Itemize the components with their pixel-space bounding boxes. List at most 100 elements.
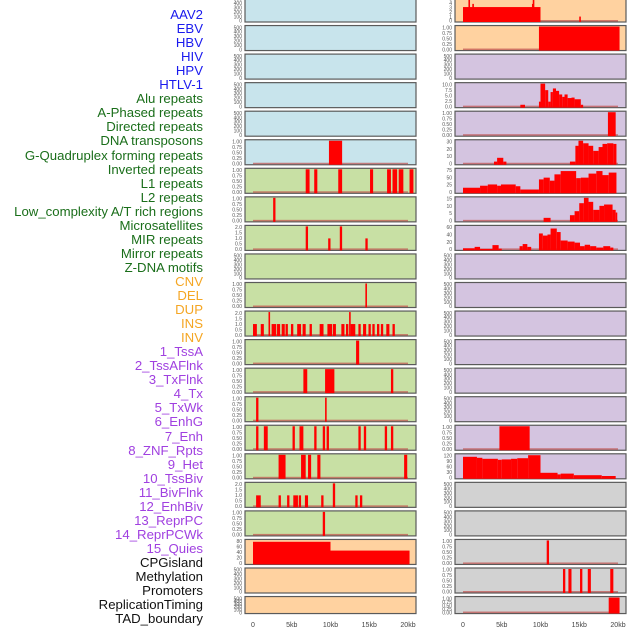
data-bar <box>520 189 539 194</box>
y-tick-label: 0.25 <box>442 556 452 562</box>
y-tick-label: 500 <box>444 511 453 517</box>
track-label: Promoters <box>142 583 203 599</box>
track-label: DEL <box>177 288 203 303</box>
track-panel <box>244 0 417 23</box>
y-tick-label: 0 <box>239 76 242 82</box>
y-tick-label: 300 <box>234 577 243 583</box>
data-bar <box>538 233 543 251</box>
data-bar <box>520 104 525 108</box>
y-tick-label: 200 <box>444 524 453 530</box>
track-label: Z-DNA motifs <box>124 259 203 275</box>
data-bar <box>494 161 498 165</box>
data-bar <box>607 112 616 137</box>
y-tick-label: 0.0 <box>445 104 452 110</box>
y-tick-label: 7.5 <box>445 88 452 94</box>
data-bar <box>588 173 597 194</box>
y-tick-label: 400 <box>444 344 453 350</box>
y-tick-label: 200 <box>234 96 243 102</box>
y-tick-label: 0.75 <box>232 516 242 522</box>
data-bar <box>356 340 360 365</box>
track-panel <box>454 481 627 508</box>
track-panel <box>454 595 627 615</box>
y-tick-label: 0.75 <box>232 174 242 180</box>
data-bar <box>278 495 281 508</box>
data-bar <box>517 458 529 479</box>
y-tick-label: 0.50 <box>232 522 242 528</box>
data-bar <box>546 540 550 565</box>
data-bar <box>372 324 375 337</box>
track-label: 11_BivFlnk <box>138 484 203 500</box>
track-label: INS <box>181 316 203 332</box>
data-bar <box>610 569 614 593</box>
data-bar <box>358 324 361 337</box>
y-tick-label: 400 <box>444 486 453 492</box>
y-tick-label: 0.00 <box>232 533 242 539</box>
y-tick-label: 0.00 <box>232 476 242 482</box>
data-bar <box>284 541 331 565</box>
y-tick-label: 0.00 <box>442 610 452 616</box>
y-tick-label: 400 <box>444 258 453 264</box>
y-tick-label: 400 <box>234 87 243 93</box>
y-tick-label: 300 <box>444 519 453 525</box>
data-bar <box>256 426 259 451</box>
data-bar <box>547 234 551 251</box>
x-tick-label: 5kb <box>496 622 507 629</box>
data-bar <box>277 324 281 337</box>
data-bar <box>253 541 284 565</box>
data-bar <box>292 426 295 451</box>
data-bar <box>580 246 585 251</box>
y-tick-label: 0.50 <box>442 436 452 442</box>
y-tick-label: 500 <box>444 339 453 345</box>
data-bar <box>260 324 264 337</box>
data-bar <box>308 454 312 479</box>
y-tick-label: 10 <box>446 204 452 210</box>
y-tick-label: 200 <box>234 267 243 273</box>
y-tick-label: 60 <box>446 465 452 471</box>
data-bar <box>556 232 561 251</box>
y-tick-label: 1.00 <box>232 396 242 402</box>
y-tick-label: 300 <box>444 320 453 326</box>
y-tick-label: 500 <box>234 254 243 260</box>
track-label: DUP <box>175 302 203 318</box>
y-tick-label: 100 <box>234 71 243 77</box>
data-bar <box>557 474 561 479</box>
data-bar <box>538 26 620 51</box>
y-tick-label: 0.50 <box>442 36 452 42</box>
data-bar <box>556 90 560 108</box>
y-tick-label: 1.00 <box>232 511 242 517</box>
y-tick-label: 0 <box>239 610 242 616</box>
data-bar <box>321 495 324 508</box>
y-tick-label: 1.00 <box>232 454 242 460</box>
data-bar <box>290 324 294 337</box>
y-tick-label: 1.00 <box>232 282 242 288</box>
track-panel <box>454 281 627 309</box>
data-bar <box>554 174 561 194</box>
data-bar <box>548 101 551 108</box>
data-bar <box>538 101 541 108</box>
track-label: 10_TssBiv <box>142 470 203 486</box>
y-tick-label: 1.5 <box>235 316 242 322</box>
y-tick-label: 0.75 <box>232 459 242 465</box>
data-bar <box>326 426 329 451</box>
data-bar <box>499 426 530 451</box>
track-panel <box>454 110 627 137</box>
y-tick-label: 200 <box>444 67 453 73</box>
y-tick-label: 40 <box>236 550 242 556</box>
y-tick-label: 1.00 <box>232 168 242 174</box>
y-tick-label: 400 <box>234 1 243 7</box>
y-tick-label: 400 <box>234 599 243 605</box>
track-label: G-Quadruplex forming repeats <box>24 147 203 163</box>
data-bar <box>608 597 620 614</box>
y-tick-label: 500 <box>234 596 243 602</box>
y-tick-label: 500 <box>444 396 453 402</box>
y-tick-label: 0 <box>449 533 452 539</box>
y-tick-label: 300 <box>444 63 453 69</box>
data-bar <box>480 248 493 251</box>
track-label: CPGisland <box>139 554 203 570</box>
data-bar <box>527 246 532 251</box>
track-label: HBV <box>175 35 203 51</box>
data-bar <box>487 184 498 194</box>
y-tick-label: 1.0 <box>235 322 242 328</box>
data-bar <box>271 324 277 337</box>
data-bar <box>301 454 306 479</box>
